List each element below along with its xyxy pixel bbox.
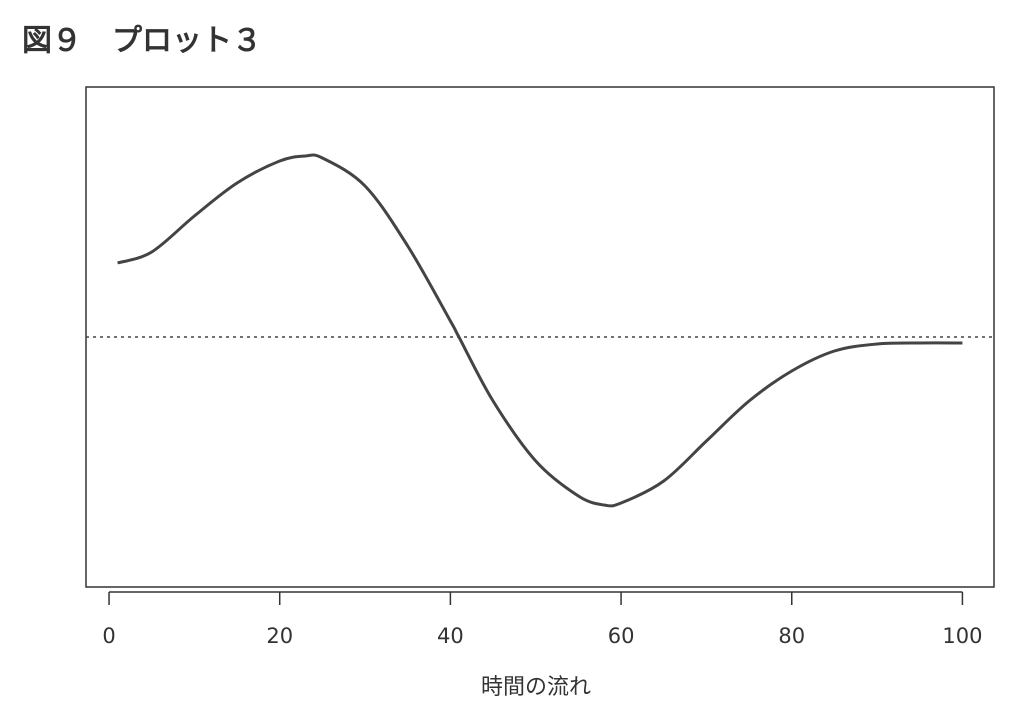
x-tick-label: 40 xyxy=(437,624,464,648)
x-tick-label: 20 xyxy=(266,624,293,648)
x-tick-label: 0 xyxy=(102,624,115,648)
x-tick-label: 100 xyxy=(942,624,982,648)
x-tick-label: 60 xyxy=(608,624,635,648)
x-axis-label: 時間の流れ xyxy=(481,675,591,700)
series-line xyxy=(117,153,963,508)
chart-title: 図９ プロット３ xyxy=(22,24,262,59)
x-tick-label: 80 xyxy=(778,624,805,648)
